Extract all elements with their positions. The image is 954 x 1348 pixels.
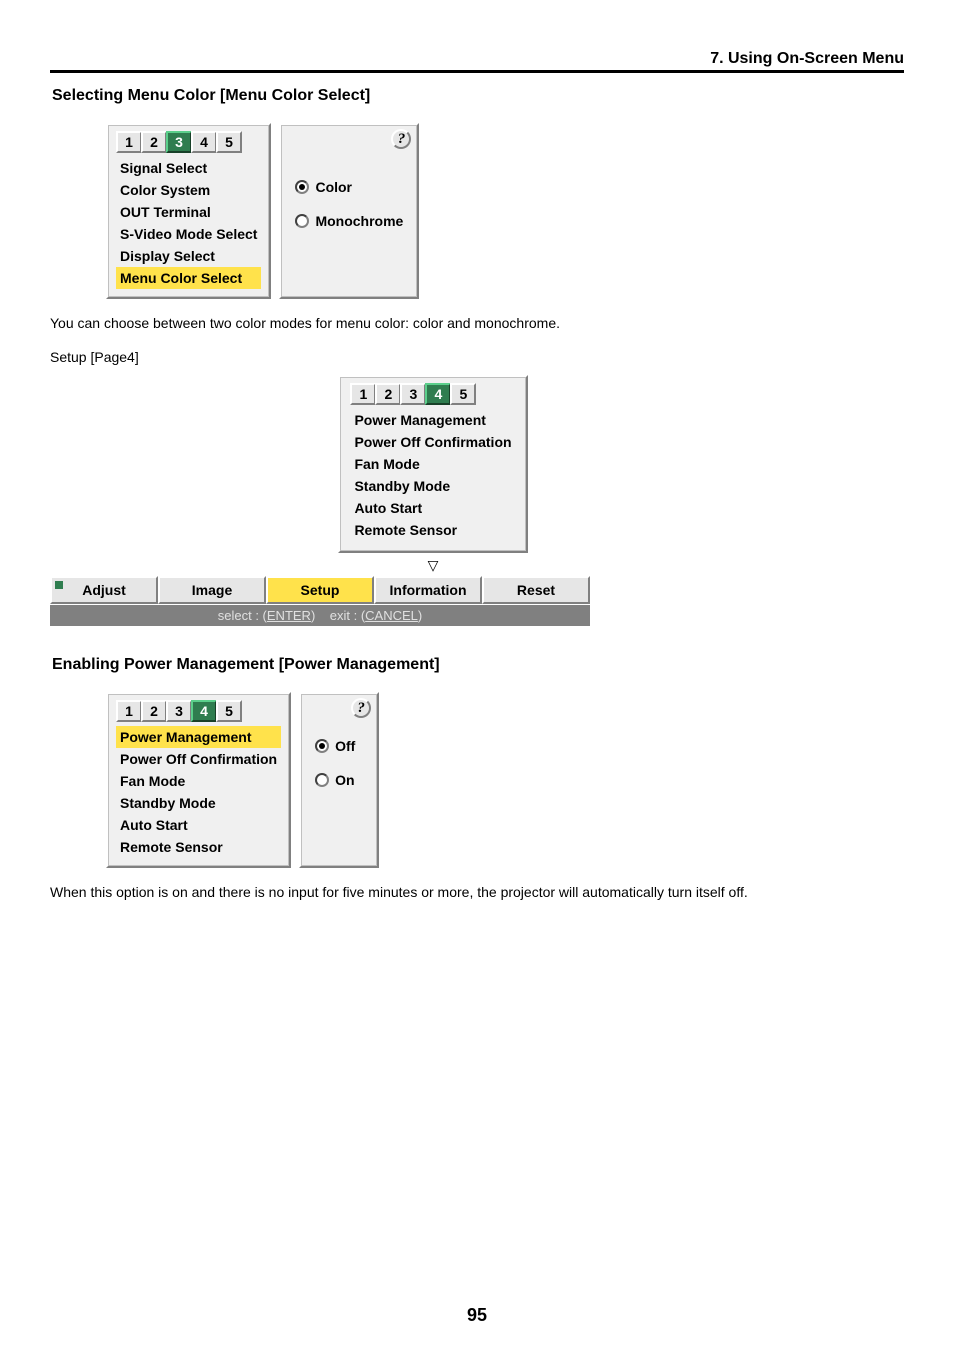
radio-icon: [295, 180, 309, 194]
osd-left-panel: 1 2 3 4 5 Signal Select Color System OUT…: [106, 123, 271, 299]
pm-tab-4[interactable]: 4: [191, 700, 217, 722]
osd-menu-items: Signal Select Color System OUT Terminal …: [116, 157, 261, 289]
osd-right-panel: ? Color Monochrome: [279, 123, 419, 299]
page4-tab-3[interactable]: 3: [400, 383, 426, 405]
hint-exit-label: exit :: [330, 608, 357, 623]
hint-select-label: select :: [218, 608, 259, 623]
pm-tab-1[interactable]: 1: [116, 700, 142, 722]
help-icon[interactable]: ?: [391, 129, 411, 149]
pm-item-standby-mode[interactable]: Standby Mode: [116, 792, 281, 814]
radio-off[interactable]: Off: [315, 738, 367, 754]
radio-label: Monochrome: [315, 213, 403, 229]
page4-menu-items: Power Management Power Off Confirmation …: [350, 409, 515, 541]
page4-menu-panel: 1 2 3 4 5 Power Management Power Off Con…: [338, 375, 527, 553]
pm-item-power-mgmt[interactable]: Power Management: [116, 726, 281, 748]
chapter-header: 7. Using On-Screen Menu: [50, 50, 904, 73]
osd-tab-4[interactable]: 4: [191, 131, 217, 153]
radio-icon: [295, 214, 309, 228]
hint-exit-key: CANCEL: [365, 608, 418, 623]
radio-label: Color: [315, 179, 352, 195]
pm-tab-5[interactable]: 5: [216, 700, 242, 722]
osd-right-panel-pm: ? Off On: [299, 692, 379, 868]
bottom-tab-reset[interactable]: Reset: [482, 576, 590, 604]
page4-tab-4[interactable]: 4: [425, 383, 451, 405]
page4-tab-2[interactable]: 2: [375, 383, 401, 405]
osd-item-signal-select[interactable]: Signal Select: [116, 157, 261, 179]
osd-menu-color: 1 2 3 4 5 Signal Select Color System OUT…: [106, 123, 904, 299]
page4-item-power-mgmt[interactable]: Power Management: [350, 409, 515, 431]
page4-tab-5[interactable]: 5: [450, 383, 476, 405]
bottom-tab-setup[interactable]: Setup: [266, 576, 374, 604]
page-number: 95: [0, 1305, 954, 1326]
page4-tab-row: 1 2 3 4 5: [350, 383, 515, 405]
page4-item-fan-mode[interactable]: Fan Mode: [350, 453, 515, 475]
bottom-tab-adjust[interactable]: Adjust: [50, 576, 158, 604]
radio-label: On: [335, 772, 354, 788]
pm-menu-items: Power Management Power Off Confirmation …: [116, 726, 281, 858]
page4-item-remote-sensor[interactable]: Remote Sensor: [350, 519, 515, 541]
setup-page4-label: Setup [Page4]: [50, 349, 904, 365]
help-icon[interactable]: ?: [351, 698, 371, 718]
radio-label: Off: [335, 738, 355, 754]
osd-item-display-select[interactable]: Display Select: [116, 245, 261, 267]
radio-color[interactable]: Color: [295, 179, 407, 195]
osd-tab-row: 1 2 3 4 5: [116, 131, 261, 153]
page4-item-auto-start[interactable]: Auto Start: [350, 497, 515, 519]
osd-tab-2[interactable]: 2: [141, 131, 167, 153]
paragraph-power-mgmt: When this option is on and there is no i…: [50, 884, 904, 900]
page4-item-standby-mode[interactable]: Standby Mode: [350, 475, 515, 497]
pm-item-power-off-confirm[interactable]: Power Off Confirmation: [116, 748, 281, 770]
section-title-menu-color: Selecting Menu Color [Menu Color Select]: [52, 87, 904, 105]
osd-item-menu-color-select[interactable]: Menu Color Select: [116, 267, 261, 289]
hint-bar: select : (ENTER) exit : (CANCEL): [50, 604, 590, 626]
pm-tab-3[interactable]: 3: [166, 700, 192, 722]
radio-icon: [315, 773, 329, 787]
osd-item-svideo-mode[interactable]: S-Video Mode Select: [116, 223, 261, 245]
pm-item-fan-mode[interactable]: Fan Mode: [116, 770, 281, 792]
bottom-tab-row: Adjust Image Setup Information Reset: [50, 576, 590, 604]
radio-on[interactable]: On: [315, 772, 367, 788]
osd-left-panel-pm: 1 2 3 4 5 Power Management Power Off Con…: [106, 692, 291, 868]
down-arrow-icon: ▽: [428, 557, 439, 574]
osd-item-color-system[interactable]: Color System: [116, 179, 261, 201]
osd-page4: 1 2 3 4 5 Power Management Power Off Con…: [50, 375, 904, 626]
osd-tab-5[interactable]: 5: [216, 131, 242, 153]
bottom-tab-image[interactable]: Image: [158, 576, 266, 604]
paragraph-menu-color: You can choose between two color modes f…: [50, 315, 904, 331]
radio-icon: [315, 739, 329, 753]
osd-item-out-terminal[interactable]: OUT Terminal: [116, 201, 261, 223]
pm-tab-2[interactable]: 2: [141, 700, 167, 722]
osd-tab-1[interactable]: 1: [116, 131, 142, 153]
bottom-tab-information[interactable]: Information: [374, 576, 482, 604]
page4-item-power-off-confirm[interactable]: Power Off Confirmation: [350, 431, 515, 453]
osd-power-mgmt: 1 2 3 4 5 Power Management Power Off Con…: [106, 692, 904, 868]
osd-tab-3[interactable]: 3: [166, 131, 192, 153]
pm-item-auto-start[interactable]: Auto Start: [116, 814, 281, 836]
pm-item-remote-sensor[interactable]: Remote Sensor: [116, 836, 281, 858]
osd-tab-row-pm: 1 2 3 4 5: [116, 700, 281, 722]
page4-tab-1[interactable]: 1: [350, 383, 376, 405]
hint-select-key: ENTER: [267, 608, 311, 623]
section-title-power-mgmt: Enabling Power Management [Power Managem…: [52, 656, 904, 674]
radio-monochrome[interactable]: Monochrome: [295, 213, 407, 229]
